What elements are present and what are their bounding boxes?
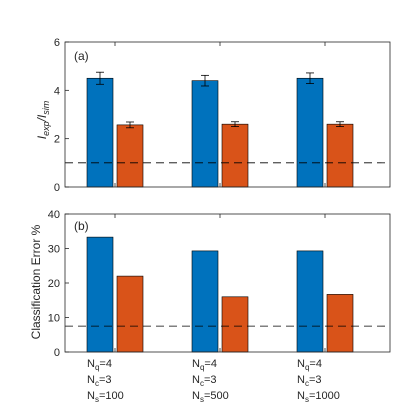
panel-b-label: (b) [74, 219, 89, 233]
category-label-3-c: Nc=3 [297, 374, 322, 388]
panel-a-ylabel-sep: /I [35, 114, 49, 122]
panel-b-ytick-label: 40 [48, 209, 60, 221]
panel-b-ytick-label: 0 [54, 347, 60, 359]
x-category-labels: Nq=4 Nc=3 Ns=100 Nq=4 Nc=3 Ns=500 Nq=4 Nc=3 Ns=1… [87, 358, 340, 404]
panel-b-bar-s2-g1 [116, 275, 144, 353]
panel-b-bar-s2-g2 [221, 296, 249, 353]
category-label-1-c: Nc=3 [87, 374, 112, 388]
panel-a-bar-s2-g2 [221, 123, 249, 188]
panel-a-bar-s2-g1 [116, 124, 144, 188]
panel-a-bar-s1-g1 [86, 77, 114, 188]
panel-b-ytick-label: 30 [48, 244, 60, 256]
panel-a-errorbar-s1-g2 [201, 74, 209, 87]
panel-b-bar-s1-g1 [86, 236, 114, 353]
category-label-3-q: Nq=4 [297, 358, 322, 372]
panel-b-bar-s1-g2 [191, 250, 219, 353]
panel-b-bars [86, 236, 354, 353]
panel-a-errorbar-s1-g1 [96, 71, 104, 85]
category-label-2-s: Ns=500 [192, 390, 229, 404]
panel-a-errorbar-s1-g3 [306, 72, 314, 84]
category-label-1-q: Nq=4 [87, 358, 112, 372]
panel-a-bar-s1-g3 [296, 77, 324, 188]
panel-b-ticks: 0 10 20 30 40 [48, 209, 326, 359]
panel-a-ticks: 0 2 4 6 [54, 37, 326, 194]
category-label-3-s: Ns=1000 [297, 390, 340, 404]
panel-a-frame [64, 41, 391, 188]
panel-a-errorbar-s2-g1 [126, 121, 134, 129]
panel-b-bar-s1-g3 [296, 250, 324, 353]
panel-b-ytick-label: 20 [48, 278, 60, 290]
panel-a-ytick-label: 6 [54, 37, 60, 49]
category-label-2-q: Nq=4 [192, 358, 217, 372]
panel-b-ylabel: Classification Error % [29, 224, 43, 339]
panel-a-ytick-label: 2 [54, 134, 60, 146]
panel-a-ylabel-main: I [35, 135, 49, 139]
panel-a-ytick-label: 0 [54, 182, 60, 194]
category-label-2-c: Nc=3 [192, 374, 217, 388]
category-label-1-s: Ns=100 [87, 390, 124, 404]
panel-a: 0 2 4 6 (a) Iexp/Isim [35, 37, 391, 194]
panel-a-ylabel-sub1: exp [41, 121, 51, 136]
panel-b-ytick-label: 10 [48, 313, 60, 325]
panel-a-errorbar-s2-g2 [231, 121, 239, 127]
panel-a-bars [86, 71, 354, 188]
panel-b-bar-s2-g3 [326, 294, 354, 353]
panel-a-label: (a) [74, 49, 89, 63]
panel-a-bar-s1-g2 [191, 80, 219, 188]
panel-b: 0 10 20 30 40 (b) Classification Error % [29, 209, 391, 359]
panel-a-ylabel: Iexp/Isim [35, 100, 51, 139]
panel-a-ylabel-sub2: sim [41, 100, 51, 114]
panel-a-bar-s2-g3 [326, 123, 354, 188]
panel-a-ytick-label: 4 [54, 85, 60, 97]
panel-a-errorbar-s2-g3 [336, 121, 344, 127]
